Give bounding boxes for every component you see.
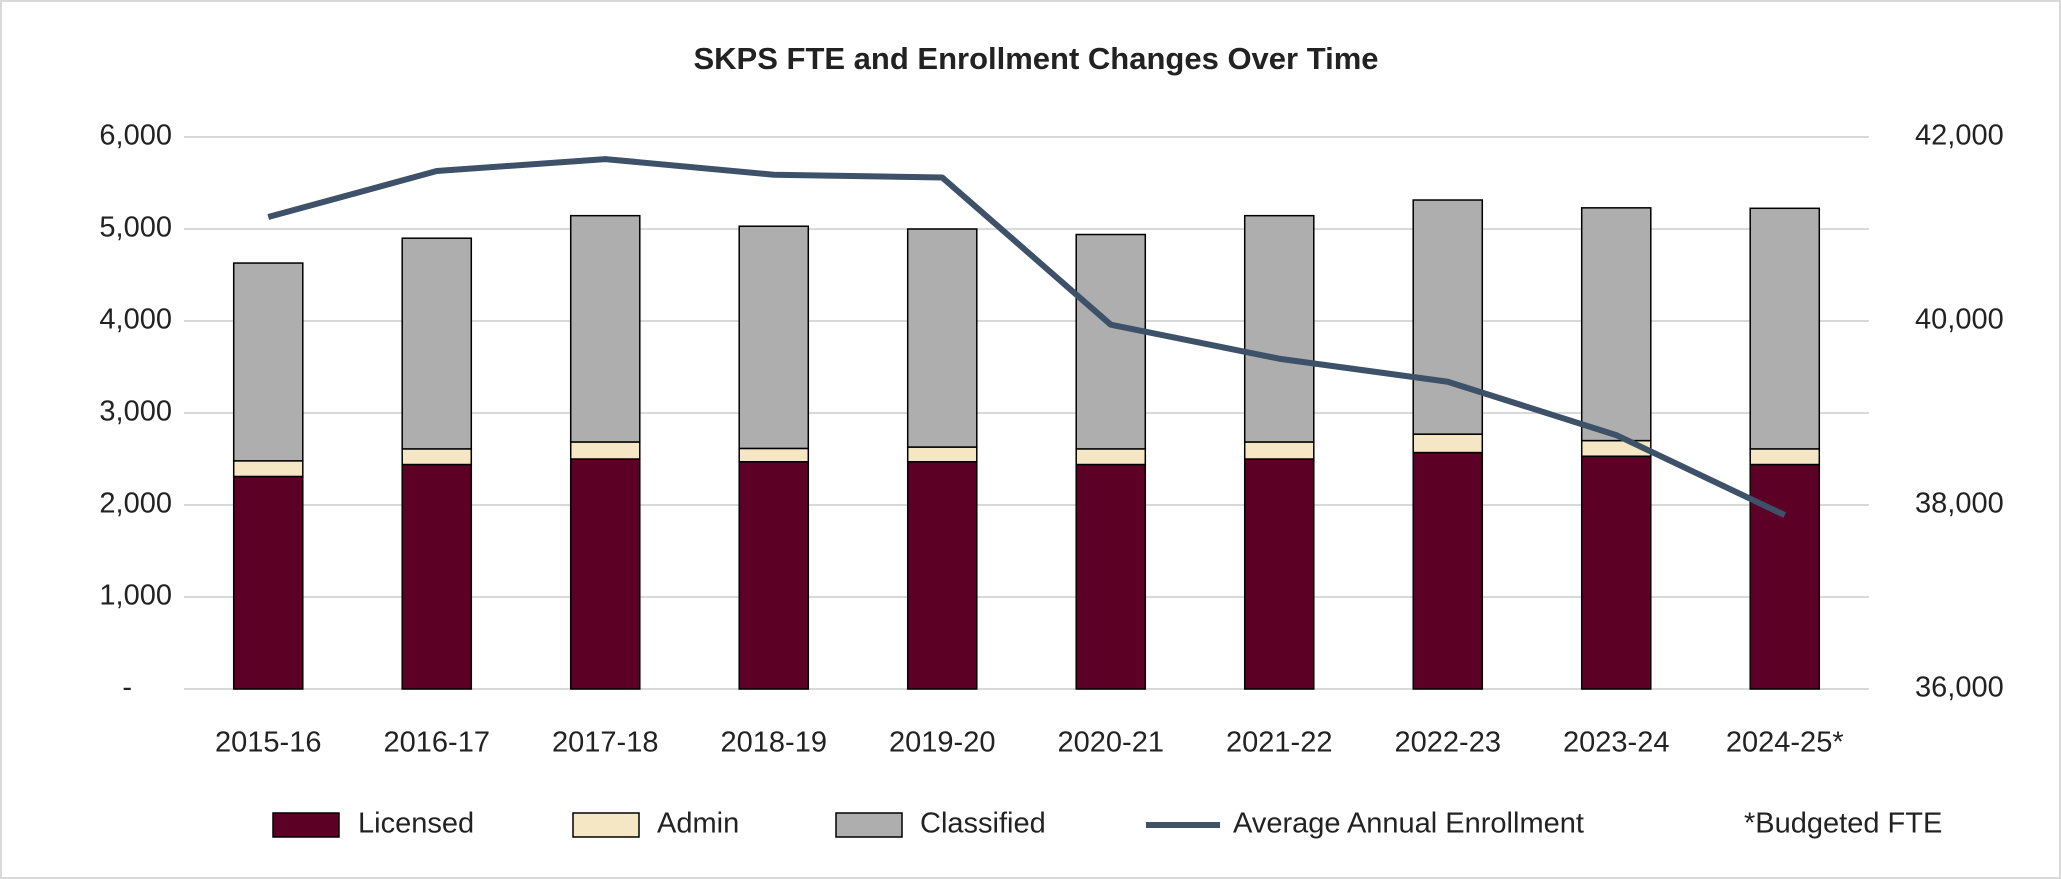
y2-tick-label: 38,000 [1915, 488, 2004, 520]
x-tick-label: 2016-17 [384, 727, 490, 759]
bar-segment [1749, 207, 1821, 450]
legend-label: Licensed [358, 808, 474, 840]
bar-segment [232, 262, 304, 462]
bar-segment [1749, 448, 1821, 466]
bar-segment [232, 475, 304, 690]
y-tick-label: 1,000 [99, 580, 172, 612]
y-tick-label: 2,000 [99, 488, 172, 520]
bar-segment [569, 214, 641, 443]
x-tick-label: 2024-25* [1726, 727, 1844, 759]
bar-segment [1580, 207, 1652, 442]
bar-segment [401, 237, 473, 450]
bar-segment [569, 441, 641, 460]
bar-segment [738, 447, 810, 463]
bar-segment [1243, 214, 1315, 443]
bar-segment [401, 463, 473, 690]
note: *Budgeted FTE [1744, 808, 1942, 840]
x-tick-label: 2022-23 [1395, 727, 1501, 759]
x-tick-label: 2015-16 [215, 727, 321, 759]
legend-swatch [572, 812, 640, 838]
bar-segment [906, 461, 978, 690]
legend-label: Classified [920, 808, 1046, 840]
bar-segment [906, 446, 978, 463]
bar-segment [1412, 451, 1484, 690]
y-tick-label: 3,000 [99, 396, 172, 428]
legend-swatch [272, 812, 340, 838]
y2-tick-label: 36,000 [1915, 672, 2004, 704]
y-tick-label: - [122, 672, 132, 704]
x-tick-label: 2017-18 [552, 727, 658, 759]
y-tick-label: 5,000 [99, 212, 172, 244]
x-tick-label: 2019-20 [889, 727, 995, 759]
chart-title: SKPS FTE and Enrollment Changes Over Tim… [693, 41, 1378, 76]
y-tick-label: 6,000 [99, 120, 172, 152]
bar-segment [738, 461, 810, 690]
bar-segment [1075, 233, 1147, 450]
y2-tick-label: 42,000 [1915, 120, 2004, 152]
x-tick-label: 2021-22 [1226, 727, 1332, 759]
bar-segment [1243, 458, 1315, 690]
bar-segment [401, 448, 473, 466]
x-tick-label: 2018-19 [721, 727, 827, 759]
y-tick-label: 4,000 [99, 304, 172, 336]
x-tick-label: 2023-24 [1563, 727, 1669, 759]
x-tick-label: 2020-21 [1058, 727, 1164, 759]
legend-swatch [835, 812, 903, 838]
bar-segment [906, 228, 978, 448]
bar-segment [569, 458, 641, 690]
bar-segment [1075, 463, 1147, 690]
bar-segment [232, 460, 304, 478]
bar-segment [1412, 433, 1484, 454]
enrollment-line [267, 156, 1787, 518]
legend-label: Admin [657, 808, 739, 840]
bar-segment [1243, 441, 1315, 460]
y2-tick-label: 40,000 [1915, 304, 2004, 336]
bar-segment [1749, 463, 1821, 690]
bar-segment [1580, 455, 1652, 690]
legend-label: Average Annual Enrollment [1233, 808, 1584, 840]
bar-segment [1075, 448, 1147, 466]
bar-segment [1412, 199, 1484, 435]
bar-segment [738, 225, 810, 450]
